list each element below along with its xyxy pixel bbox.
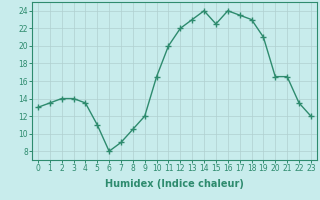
X-axis label: Humidex (Indice chaleur): Humidex (Indice chaleur) [105, 179, 244, 189]
